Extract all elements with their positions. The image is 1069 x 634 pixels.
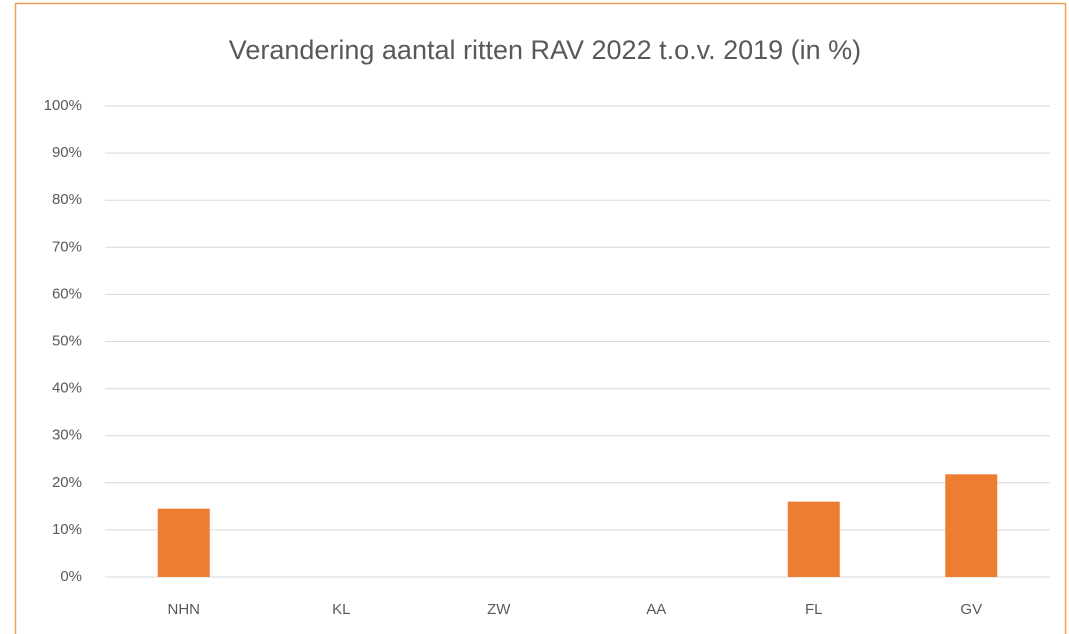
y-tick-label: 40% (52, 380, 82, 397)
y-tick-label: 70% (52, 238, 82, 255)
y-tick-label: 60% (52, 285, 82, 302)
y-tick-label: 90% (52, 144, 82, 161)
y-tick-label: 80% (52, 191, 82, 208)
y-tick-label: 20% (52, 474, 82, 491)
y-tick-label: 50% (52, 332, 82, 349)
y-tick-label: 30% (52, 427, 82, 444)
y-tick-label: 0% (60, 568, 82, 585)
x-tick-label: GV (960, 601, 982, 618)
x-tick-label: KL (332, 601, 350, 618)
x-tick-label: AA (646, 601, 666, 618)
bar (157, 508, 210, 577)
y-tick-label: 10% (52, 521, 82, 538)
x-tick-label: NHN (168, 601, 201, 618)
y-tick-label: 100% (44, 97, 82, 114)
bar (945, 474, 998, 577)
x-tick-label: FL (805, 601, 823, 618)
bar (787, 501, 840, 577)
x-tick-label: ZW (487, 601, 511, 618)
chart-title: Verandering aantal ritten RAV 2022 t.o.v… (229, 35, 861, 65)
